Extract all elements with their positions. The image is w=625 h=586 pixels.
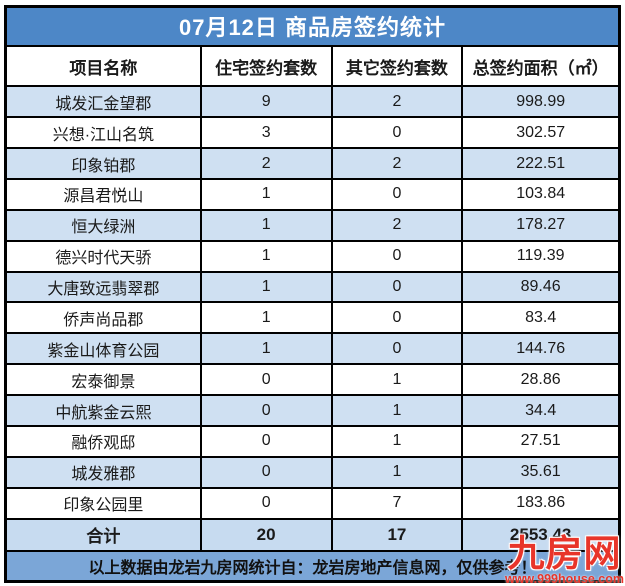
value-cell: 103.84 xyxy=(461,177,621,211)
table-row: 紫金山体育公园 1 0 144.76 xyxy=(4,332,621,366)
value-cell: 0 xyxy=(199,394,333,427)
project-name-cell: 印象铂郡 xyxy=(4,147,202,180)
project-name-cell: 侨声尚品郡 xyxy=(4,301,202,335)
table-row: 大唐致远翡翠郡 1 0 89.46 xyxy=(4,270,621,304)
value-cell: 302.57 xyxy=(461,116,621,150)
table-row: 恒大绿洲 1 2 178.27 xyxy=(4,208,621,242)
table-row: 宏泰御景 0 1 28.86 xyxy=(4,363,621,397)
total-residential: 20 xyxy=(199,517,333,552)
value-cell: 2 xyxy=(330,85,464,119)
value-cell: 0 xyxy=(330,332,464,366)
project-name-cell: 中航紫金云熙 xyxy=(4,394,202,427)
value-cell: 2 xyxy=(330,208,464,242)
value-cell: 222.51 xyxy=(461,147,621,180)
value-cell: 1 xyxy=(199,301,333,335)
column-header-area: 总签约面积（㎡） xyxy=(461,44,621,88)
project-name-cell: 融侨观邸 xyxy=(4,424,202,458)
value-cell: 178.27 xyxy=(461,208,621,242)
page-title: 07月12日 商品房签约统计 xyxy=(4,5,621,47)
value-cell: 28.86 xyxy=(461,363,621,397)
value-cell: 0 xyxy=(199,486,333,520)
table-row: 城发雅郡 0 1 35.61 xyxy=(4,455,621,489)
column-header-project: 项目名称 xyxy=(4,44,202,88)
project-name-cell: 印象公园里 xyxy=(4,486,202,520)
column-header-other: 其它签约套数 xyxy=(330,44,464,88)
value-cell: 0 xyxy=(330,116,464,150)
total-label: 合计 xyxy=(4,517,202,552)
value-cell: 1 xyxy=(330,394,464,427)
value-cell: 83.4 xyxy=(461,301,621,335)
project-name-cell: 源昌君悦山 xyxy=(4,177,202,211)
table-row: 源昌君悦山 1 0 103.84 xyxy=(4,177,621,211)
value-cell: 7 xyxy=(330,486,464,520)
table-row: 城发汇金望郡 9 2 998.99 xyxy=(4,85,621,119)
footer-note: 以上数据由龙岩九房网统计自：龙岩房地产信息网，仅供参考！ xyxy=(4,549,621,583)
watermark-brand-logo[interactable]: 九房网 xyxy=(507,532,622,574)
value-cell: 3 xyxy=(199,116,333,150)
value-cell: 1 xyxy=(199,270,333,304)
project-name-cell: 兴想·江山名筑 xyxy=(4,116,202,150)
column-header-residential: 住宅签约套数 xyxy=(199,44,333,88)
table-body: 城发汇金望郡 9 2 998.99 兴想·江山名筑 3 0 302.57 印象铂郡 2 2 222.5… xyxy=(4,85,621,520)
title-row: 07月12日 商品房签约统计 xyxy=(4,5,621,47)
signing-stats-table: 07月12日 商品房签约统计 项目名称 住宅签约套数 其它签约套数 总签约面积（… xyxy=(4,5,621,583)
value-cell: 0 xyxy=(330,177,464,211)
table-row: 融侨观邸 0 1 27.51 xyxy=(4,424,621,458)
project-name-cell: 城发汇金望郡 xyxy=(4,85,202,119)
value-cell: 1 xyxy=(330,424,464,458)
value-cell: 34.4 xyxy=(461,394,621,427)
value-cell: 1 xyxy=(199,177,333,211)
value-cell: 0 xyxy=(199,424,333,458)
value-cell: 0 xyxy=(330,239,464,273)
value-cell: 89.46 xyxy=(461,270,621,304)
value-cell: 1 xyxy=(199,208,333,242)
total-other: 17 xyxy=(330,517,464,552)
table-row: 兴想·江山名筑 3 0 302.57 xyxy=(4,116,621,150)
total-row: 合计 20 17 2553.43 xyxy=(4,517,621,552)
project-name-cell: 宏泰御景 xyxy=(4,363,202,397)
value-cell: 27.51 xyxy=(461,424,621,458)
table-row: 印象铂郡 2 2 222.51 xyxy=(4,147,621,180)
table-row: 德兴时代天骄 1 0 119.39 xyxy=(4,239,621,273)
watermark: 九房网 www.999house.com xyxy=(505,535,624,586)
project-name-cell: 大唐致远翡翠郡 xyxy=(4,270,202,304)
table-row: 印象公园里 0 7 183.86 xyxy=(4,486,621,520)
value-cell: 35.61 xyxy=(461,455,621,489)
project-name-cell: 城发雅郡 xyxy=(4,455,202,489)
total-area: 2553.43 xyxy=(461,517,621,552)
value-cell: 0 xyxy=(199,455,333,489)
value-cell: 2 xyxy=(199,147,333,180)
value-cell: 0 xyxy=(330,301,464,335)
watermark-url[interactable]: www.999house.com xyxy=(504,571,624,586)
value-cell: 1 xyxy=(330,363,464,397)
value-cell: 998.99 xyxy=(461,85,621,119)
value-cell: 1 xyxy=(199,332,333,366)
value-cell: 1 xyxy=(330,455,464,489)
project-name-cell: 恒大绿洲 xyxy=(4,208,202,242)
value-cell: 119.39 xyxy=(461,239,621,273)
table-row: 中航紫金云熙 0 1 34.4 xyxy=(4,394,621,427)
footer-row: 以上数据由龙岩九房网统计自：龙岩房地产信息网，仅供参考！ xyxy=(4,549,621,583)
value-cell: 144.76 xyxy=(461,332,621,366)
header-row: 项目名称 住宅签约套数 其它签约套数 总签约面积（㎡） xyxy=(4,44,621,88)
value-cell: 0 xyxy=(199,363,333,397)
value-cell: 183.86 xyxy=(461,486,621,520)
value-cell: 0 xyxy=(330,270,464,304)
table-row: 侨声尚品郡 1 0 83.4 xyxy=(4,301,621,335)
value-cell: 1 xyxy=(199,239,333,273)
value-cell: 9 xyxy=(199,85,333,119)
value-cell: 2 xyxy=(330,147,464,180)
project-name-cell: 德兴时代天骄 xyxy=(4,239,202,273)
project-name-cell: 紫金山体育公园 xyxy=(4,332,202,366)
